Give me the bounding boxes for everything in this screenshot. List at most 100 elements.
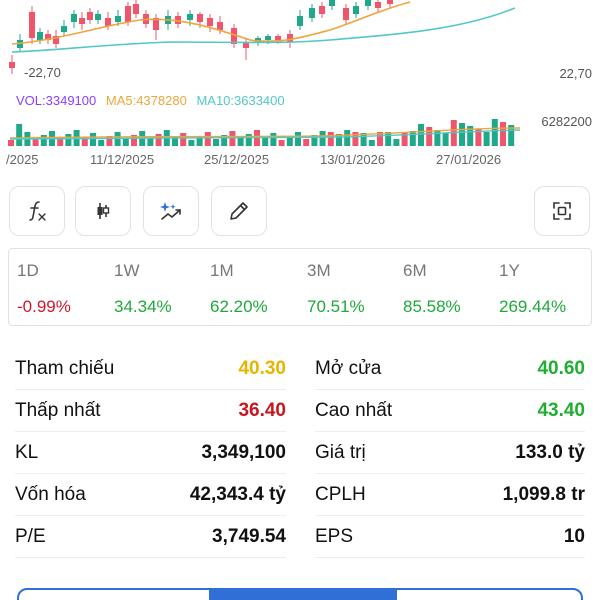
- stat-label: KL: [15, 442, 39, 463]
- sparkle-icon: [160, 202, 181, 220]
- volume-bar: [106, 136, 113, 146]
- volume-bar: [8, 140, 14, 146]
- period-label: 1M: [210, 261, 234, 280]
- volume-bar: [221, 135, 228, 146]
- period-value: 34.34%: [114, 297, 172, 316]
- candle-body: [329, 0, 335, 6]
- legend-vol: VOL:3349100: [16, 93, 97, 108]
- candle-body: [217, 22, 223, 30]
- stock-chart[interactable]: -22,70 22,70 VOL:3349100 MA5:4378280 MA1…: [0, 0, 600, 176]
- candle-body: [353, 6, 359, 14]
- stat-shares-outstanding: CPLH 1,099.8 tr: [315, 476, 585, 516]
- stat-label: Cao nhất: [315, 400, 393, 421]
- volume-bar: [393, 139, 400, 146]
- candle-body: [275, 36, 281, 40]
- volume-bar: [57, 138, 64, 146]
- volume-bar: [131, 135, 137, 146]
- volume-bar: [188, 140, 195, 146]
- volume-bar: [204, 132, 211, 146]
- candle-body: [309, 8, 315, 18]
- stat-open-price: Mở cửa 40.60: [315, 350, 585, 390]
- volume-bar: [16, 124, 23, 146]
- volume-bar: [368, 140, 375, 146]
- candlestick-chart[interactable]: [0, 0, 600, 176]
- period-1d[interactable]: 1D -0.99%: [17, 249, 114, 327]
- volume-bar: [483, 132, 490, 146]
- stat-value: 36.40: [238, 400, 286, 421]
- stat-value: 133.0 tỷ: [515, 442, 585, 463]
- period-3m[interactable]: 3M 70.51%: [307, 249, 404, 327]
- stat-label: Vốn hóa: [15, 484, 86, 505]
- period-value: 85.58%: [403, 297, 461, 316]
- bottom-tab-bar[interactable]: [17, 588, 583, 600]
- volume-bar: [434, 130, 441, 146]
- candle-body: [37, 32, 43, 40]
- pencil-icon: [230, 202, 248, 220]
- volume-bar: [508, 125, 515, 146]
- period-value: 269.44%: [499, 297, 567, 316]
- volume-bar: [500, 122, 506, 146]
- candle-body: [207, 18, 213, 26]
- volume-bar: [418, 124, 424, 146]
- ma5-line: [11, 1, 411, 45]
- candle-body: [87, 12, 93, 20]
- volume-bar: [311, 135, 318, 146]
- stat-label: Tham chiếu: [15, 358, 115, 379]
- volume-bar: [295, 132, 301, 146]
- volume-bar: [98, 140, 105, 146]
- stat-value: 42,343.4 tỷ: [189, 484, 286, 505]
- candle-body: [95, 14, 101, 20]
- period-label: 1W: [114, 261, 140, 280]
- volume-bar: [155, 134, 162, 146]
- candle-body: [375, 2, 381, 8]
- ai-analysis-button[interactable]: [143, 186, 199, 236]
- indicator-button[interactable]: [9, 186, 65, 236]
- volume-bar: [442, 133, 449, 146]
- fullscreen-button[interactable]: [534, 186, 590, 236]
- candle-body: [343, 8, 349, 20]
- period-value: 62.20%: [210, 297, 268, 316]
- candle-body: [175, 16, 181, 24]
- volume-bar: [344, 130, 351, 146]
- candle-body: [79, 18, 85, 24]
- candle-body: [61, 26, 67, 32]
- volume-bar: [237, 138, 244, 146]
- active-tab[interactable]: [209, 590, 397, 600]
- fullscreen-icon: [553, 202, 571, 220]
- period-1y[interactable]: 1Y 269.44%: [499, 249, 596, 327]
- volume-bar: [245, 134, 252, 146]
- volume-bar: [426, 127, 433, 146]
- period-6m[interactable]: 6M 85.58%: [403, 249, 500, 327]
- period-label: 6M: [403, 261, 427, 280]
- candle-body: [53, 36, 59, 44]
- volume-bar: [278, 140, 285, 146]
- volume-ma10-line: [9, 129, 521, 140]
- candle-body: [187, 14, 193, 20]
- stat-value: 40.30: [238, 358, 286, 379]
- indicator-legend: VOL:3349100 MA5:4378280 MA10:3633400: [16, 93, 291, 108]
- candle-body: [387, 0, 393, 4]
- period-1m[interactable]: 1M 62.20%: [210, 249, 307, 327]
- period-1w[interactable]: 1W 34.34%: [114, 249, 211, 327]
- stat-label: Giá trị: [315, 442, 366, 463]
- period-label: 3M: [307, 261, 331, 280]
- stat-value: 10: [563, 526, 585, 547]
- chart-type-button[interactable]: [75, 186, 131, 236]
- candle-body: [133, 4, 139, 14]
- candle-body: [297, 16, 303, 26]
- draw-button[interactable]: [211, 186, 267, 236]
- volume-bar: [327, 132, 334, 146]
- stat-value: 43.40: [537, 400, 585, 421]
- volume-bar: [467, 126, 474, 146]
- volume-bar: [262, 137, 269, 146]
- volume-bar: [90, 133, 96, 146]
- candle-body: [45, 34, 51, 40]
- candle-body: [265, 36, 271, 40]
- stat-label: CPLH: [315, 484, 366, 505]
- volume-bar: [40, 135, 47, 146]
- date-label: 13/01/2026: [320, 152, 386, 167]
- candlestick-icon: [97, 203, 110, 219]
- candle-body: [29, 12, 35, 38]
- period-label: 1D: [17, 261, 39, 280]
- volume-bar: [377, 132, 383, 146]
